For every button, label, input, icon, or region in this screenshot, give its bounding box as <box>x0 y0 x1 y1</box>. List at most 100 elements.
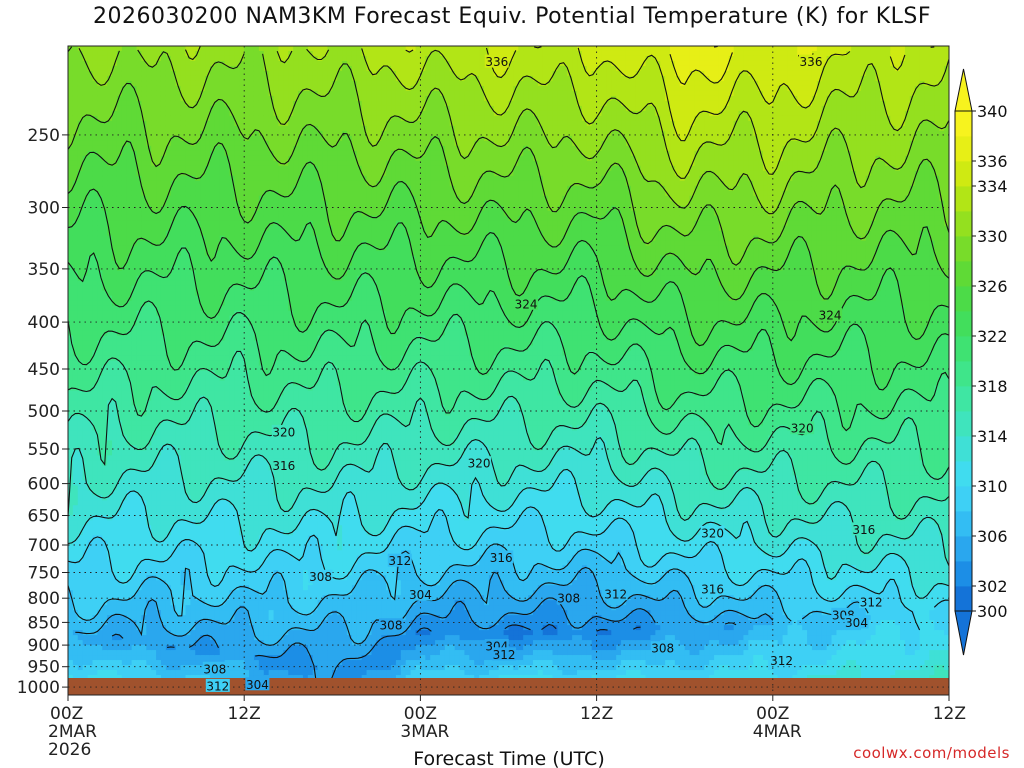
field-cell <box>146 410 152 417</box>
field-cell <box>200 310 206 317</box>
field-cell <box>214 645 221 651</box>
field-cell <box>92 540 98 546</box>
field-cell <box>214 560 221 566</box>
field-cell <box>131 535 138 541</box>
field-cell <box>160 480 167 486</box>
field-cell <box>77 70 84 77</box>
field-cell <box>112 595 118 601</box>
field-cell <box>97 495 103 501</box>
field-cell <box>82 640 89 646</box>
field-cell <box>190 630 196 636</box>
field-cell <box>156 595 162 601</box>
field-cell <box>87 240 94 247</box>
field-cell <box>249 265 255 272</box>
field-cell <box>239 615 245 621</box>
field-cell <box>209 330 216 337</box>
field-cell <box>229 230 236 237</box>
field-cell <box>136 620 143 626</box>
field-cell <box>146 185 152 192</box>
field-cell <box>175 495 182 501</box>
field-cell <box>136 665 143 671</box>
field-cell <box>77 175 84 182</box>
field-cell <box>214 430 221 436</box>
field-cell <box>234 610 240 616</box>
field-cell <box>136 605 143 611</box>
field-cell <box>229 675 236 681</box>
field-cell <box>151 185 157 192</box>
field-cell <box>219 340 226 347</box>
field-cell <box>200 55 206 62</box>
field-cell <box>146 385 152 392</box>
field-cell <box>160 660 167 666</box>
field-cell <box>72 340 79 347</box>
field-cell <box>214 190 221 197</box>
field-cell <box>195 630 201 636</box>
field-cell <box>219 185 226 192</box>
field-cell <box>141 505 147 511</box>
field-cell <box>244 575 250 581</box>
field-cell <box>82 400 89 407</box>
field-cell <box>195 285 201 292</box>
field-cell <box>180 345 187 352</box>
field-cell <box>244 355 250 362</box>
field-cell <box>219 115 226 122</box>
field-cell <box>102 630 108 636</box>
field-cell <box>97 595 103 601</box>
field-cell <box>131 185 138 192</box>
field-cell <box>249 450 255 456</box>
field-cell <box>112 320 118 327</box>
field-cell <box>156 60 162 67</box>
field-cell <box>219 360 226 367</box>
field-cell <box>244 50 250 57</box>
field-cell <box>175 630 182 636</box>
field-cell <box>180 265 187 272</box>
field-cell <box>131 80 138 87</box>
field-cell <box>82 250 89 257</box>
field-cell <box>229 590 236 596</box>
field-cell <box>146 570 152 576</box>
field-cell <box>97 555 103 561</box>
field-cell <box>141 165 147 172</box>
field-cell <box>229 140 236 147</box>
field-cell <box>160 125 167 132</box>
field-cell <box>180 575 187 581</box>
field-cell <box>77 120 84 127</box>
field-cell <box>72 120 79 127</box>
field-cell <box>244 495 250 501</box>
field-cell <box>92 220 98 227</box>
field-cell <box>107 46 113 52</box>
field-cell <box>253 90 260 97</box>
field-cell <box>249 340 255 347</box>
field-cell <box>68 120 74 127</box>
field-cell <box>209 405 216 412</box>
field-cell <box>165 590 172 596</box>
field-cell <box>102 280 108 287</box>
field-cell <box>205 320 211 327</box>
field-cell <box>219 435 226 441</box>
field-cell <box>102 290 108 297</box>
field-cell <box>244 85 250 92</box>
field-cell <box>214 225 221 232</box>
field-cell <box>156 480 162 486</box>
field-cell <box>200 90 206 97</box>
field-cell <box>229 595 236 601</box>
field-cell <box>205 650 211 656</box>
field-cell <box>131 50 138 57</box>
field-cell <box>146 625 152 631</box>
field-cell <box>68 210 74 217</box>
field-cell <box>234 480 240 486</box>
field-cell <box>112 135 118 142</box>
field-cell <box>102 520 108 526</box>
field-cell <box>200 495 206 501</box>
field-cell <box>214 150 221 157</box>
field-cell <box>249 490 255 496</box>
field-cell <box>209 465 216 471</box>
field-cell <box>92 230 98 237</box>
field-cell <box>141 485 147 491</box>
field-cell <box>190 165 196 172</box>
field-cell <box>151 205 157 212</box>
field-cell <box>82 115 89 122</box>
field-cell <box>131 350 138 357</box>
field-cell <box>146 250 152 257</box>
field-cell <box>146 280 152 287</box>
